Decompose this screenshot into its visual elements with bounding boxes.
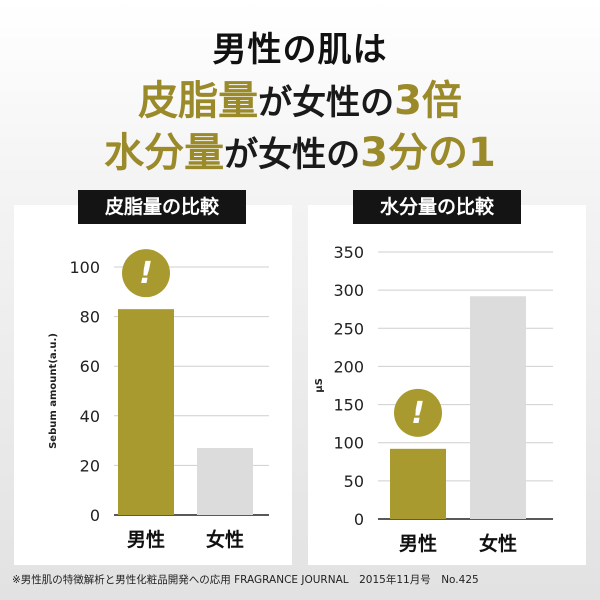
category-label: 男性 xyxy=(127,528,165,551)
y-tick-label: 80 xyxy=(80,308,100,327)
y-tick-label: 50 xyxy=(344,472,364,491)
exclamation-mark: ! xyxy=(139,256,153,291)
y-tick-label: 40 xyxy=(80,407,100,426)
bar-male xyxy=(390,448,446,519)
y-tick-label: 300 xyxy=(333,281,364,300)
exclamation-circle-icon: ! xyxy=(122,249,170,298)
source-footnote: ※男性肌の特徴解析と男性化粧品開発への応用 FRAGRANCE JOURNAL … xyxy=(12,574,479,586)
sebum-chart: 0 20 40 60 80 100 Sebum amount(a.u.) 男性 女性! xyxy=(48,249,269,551)
sebum-chart-title: 皮脂量の比較 xyxy=(78,190,246,224)
headline-moisture-word: 水分量 xyxy=(104,130,225,176)
category-label: 女性 xyxy=(206,528,244,551)
y-tick-label: 60 xyxy=(80,357,100,376)
bar-female xyxy=(470,296,526,519)
y-tick-label: 200 xyxy=(333,357,364,376)
sebum-chart-panel: 0 20 40 60 80 100 Sebum amount(a.u.) 男性 女性! xyxy=(14,205,292,565)
headline-sebum-word: 皮脂量 xyxy=(138,78,259,124)
bar-male xyxy=(118,309,174,515)
y-tick-label: 350 xyxy=(333,243,364,262)
y-tick-label: 20 xyxy=(80,456,100,475)
bar-female xyxy=(197,448,253,515)
y-tick-label: 0 xyxy=(354,510,364,529)
moisture-chart-title: 水分量の比較 xyxy=(353,190,521,224)
moisture-chart-panel: 0 50 100 150 200 250 300 350 μS 男性 女性! xyxy=(308,205,586,565)
y-axis-label: Sebum amount(a.u.) xyxy=(48,333,59,449)
moisture-chart: 0 50 100 150 200 250 300 350 μS 男性 女性! xyxy=(314,243,553,555)
headline-line1: 男性の肌は xyxy=(212,30,388,70)
headline-line2: 皮脂量が女性の3倍 xyxy=(0,68,600,126)
y-tick-label: 0 xyxy=(90,506,100,525)
y-axis-label: μS xyxy=(314,378,325,393)
headline-line2-mid: が女性の xyxy=(258,83,395,123)
headline-line3-mid: が女性の xyxy=(224,135,361,175)
exclamation-circle-icon: ! xyxy=(394,388,442,437)
y-tick-label: 150 xyxy=(333,396,364,415)
y-tick-label: 100 xyxy=(333,434,364,453)
y-tick-label: 100 xyxy=(69,258,100,277)
exclamation-mark: ! xyxy=(411,396,425,431)
headline-three-times: 3倍 xyxy=(394,78,462,124)
category-label: 男性 xyxy=(399,532,437,555)
category-label: 女性 xyxy=(479,532,517,555)
y-tick-label: 250 xyxy=(333,319,364,338)
headline-line3: 水分量が女性の3分の1 xyxy=(0,120,600,178)
headline-one-third: 3分の1 xyxy=(360,130,496,176)
